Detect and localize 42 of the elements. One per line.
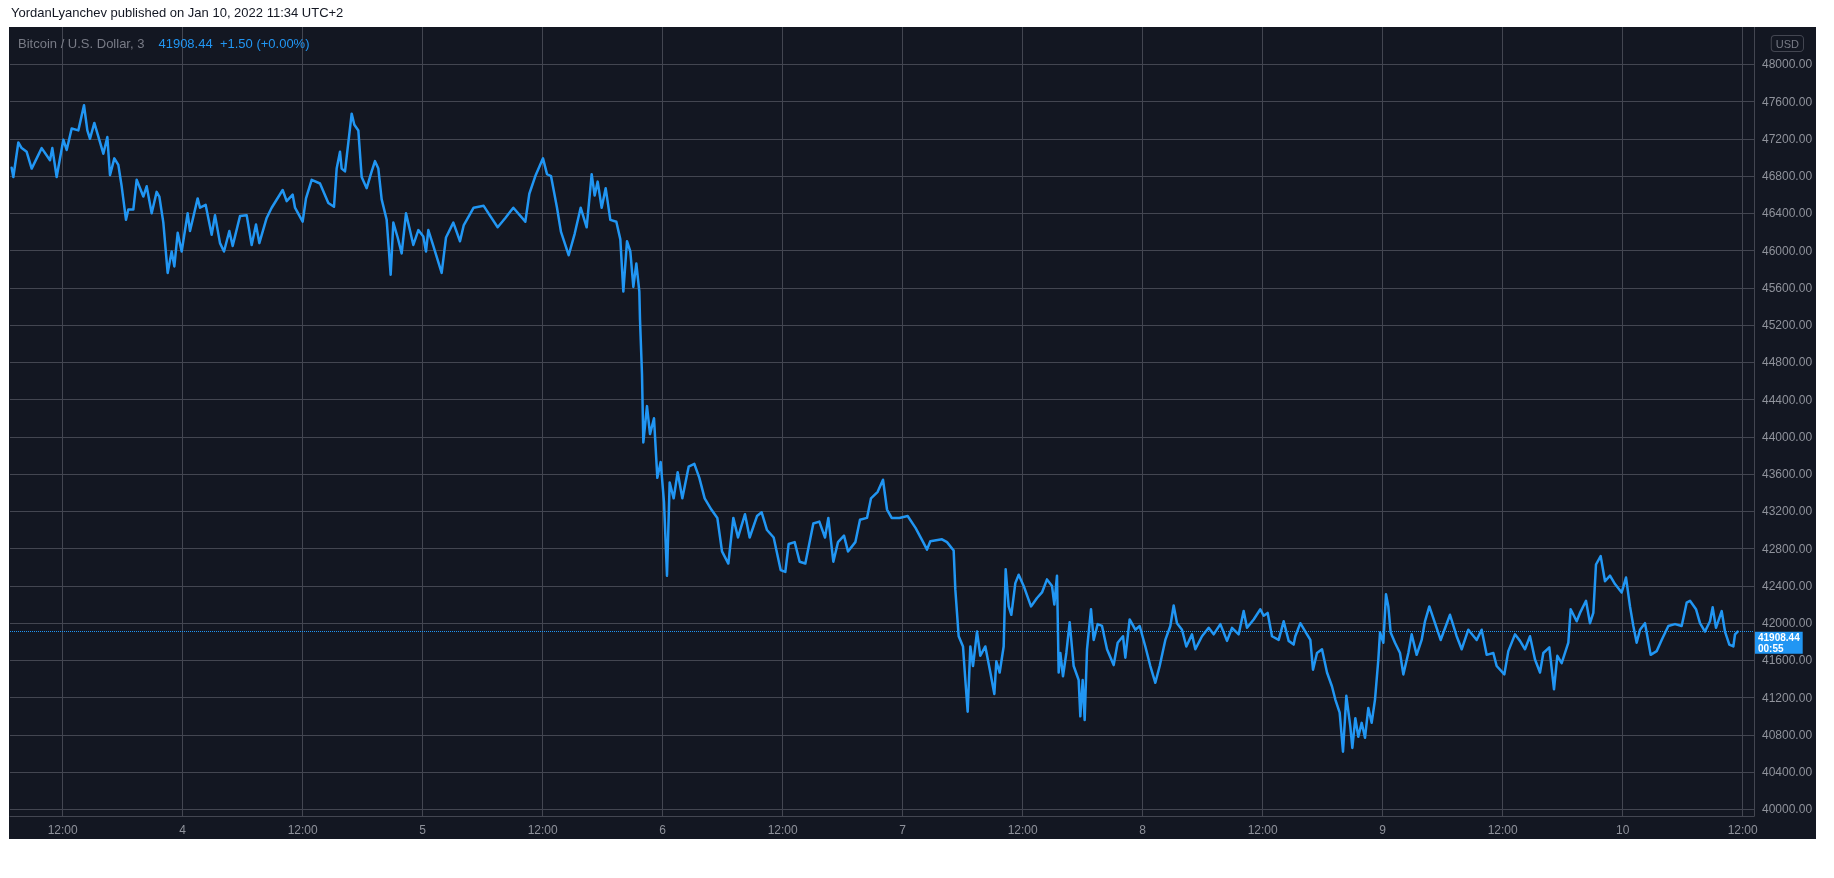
x-tick-label: 5 [419,823,427,837]
y-axis-title: USD [1775,37,1800,50]
y-tick-label: 47200.00 [1762,131,1813,146]
x-tick-label: 9 [1379,823,1387,837]
x-tick-label: 6 [659,823,667,837]
y-tick-label: 46000.00 [1762,243,1813,258]
y-tick-label: 42800.00 [1762,541,1813,556]
y-tick-label: 46800.00 [1762,169,1813,184]
x-tick-label: 12:00 [1487,823,1519,837]
y-tick-label: 40000.00 [1762,802,1813,817]
y-tick-label: 40800.00 [1762,727,1813,742]
y-tick-label: 43200.00 [1762,504,1813,519]
ref-line-label: 41908.44 [1758,631,1801,643]
y-tick-label: 48000.00 [1762,57,1813,72]
text: YordanLyanchev published on Jan 10, 2022 11:34 UTC+2 [11,5,344,20]
y-tick-label: 43600.00 [1762,467,1813,482]
text: 00:55 [1758,642,1785,654]
y-tick-label: 41600.00 [1762,653,1813,668]
x-tick-label: 12:00 [287,823,319,837]
x-tick-label: 12:00 [47,823,79,837]
y-tick-label: 44400.00 [1762,392,1813,407]
x-tick-label: 4 [179,823,187,837]
text: Bitcoin / U.S. Dollar, 3 [18,36,145,51]
x-tick-label: 12:00 [527,823,559,837]
x-tick-label: 12:00 [1247,823,1279,837]
y-tick-label: 46400.00 [1762,206,1813,221]
y-tick-label: 45200.00 [1762,318,1813,333]
y-tick-label: 44000.00 [1762,429,1813,444]
x-tick-label: 10 [1615,823,1630,837]
x-tick-label: 12:00 [1727,823,1759,837]
y-tick-label: 42400.00 [1762,578,1813,593]
x-tick-label: 8 [1139,823,1147,837]
text: 41908.44 +1.50 (+0.00%) [158,36,310,51]
y-tick-label: 40400.00 [1762,765,1813,780]
y-tick-label: 41200.00 [1762,690,1813,705]
y-tick-label: 42000.00 [1762,616,1813,631]
x-tick-label: 12:00 [767,823,799,837]
y-tick-label: 44800.00 [1762,355,1813,370]
x-tick-label: 12:00 [1007,823,1039,837]
y-tick-label: 45600.00 [1762,280,1813,295]
y-tick-label: 47600.00 [1762,94,1813,109]
x-tick-label: 7 [899,823,907,837]
